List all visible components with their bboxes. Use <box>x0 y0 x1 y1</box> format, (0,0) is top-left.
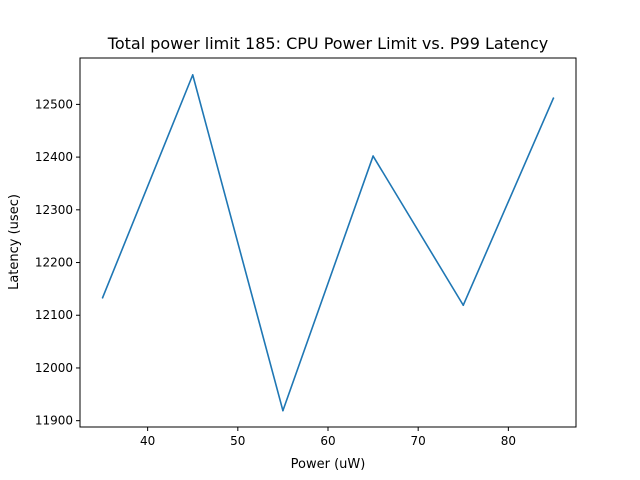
y-tick-label: 12100 <box>35 308 73 322</box>
data-point <box>101 297 104 299</box>
series-group <box>101 74 555 412</box>
x-axis-label: Power (uW) <box>291 457 366 472</box>
data-point <box>372 155 374 157</box>
y-tick-label: 12200 <box>35 256 73 270</box>
y-tick-label: 12400 <box>35 150 73 164</box>
y-tick-label: 12300 <box>35 203 73 217</box>
plot-frame <box>79 57 577 428</box>
data-point <box>282 409 284 412</box>
data-point <box>552 97 555 99</box>
x-tick-label: 80 <box>501 434 516 448</box>
y-tick-label: 12000 <box>35 361 73 375</box>
y-tick-label: 11900 <box>35 414 73 428</box>
data-point <box>191 74 194 76</box>
x-tick-label: 40 <box>140 434 155 448</box>
chart-title: Total power limit 185: CPU Power Limit v… <box>107 34 548 53</box>
x-tick-label: 70 <box>411 434 426 448</box>
series-line <box>101 74 555 412</box>
y-axis-label: Latency (usec) <box>7 194 22 290</box>
plot-area: 40 50 60 70 80 11900 12000 12100 12200 12300 1240… <box>35 57 577 448</box>
x-axis-ticks: 40 50 60 70 80 <box>140 427 516 448</box>
y-tick-label: 12500 <box>35 97 73 111</box>
y-axis-ticks: 11900 12000 12100 12200 12300 12400 12500 <box>35 97 80 428</box>
x-tick-label: 60 <box>320 434 335 448</box>
x-tick-label: 50 <box>230 434 245 448</box>
data-point <box>462 304 465 307</box>
